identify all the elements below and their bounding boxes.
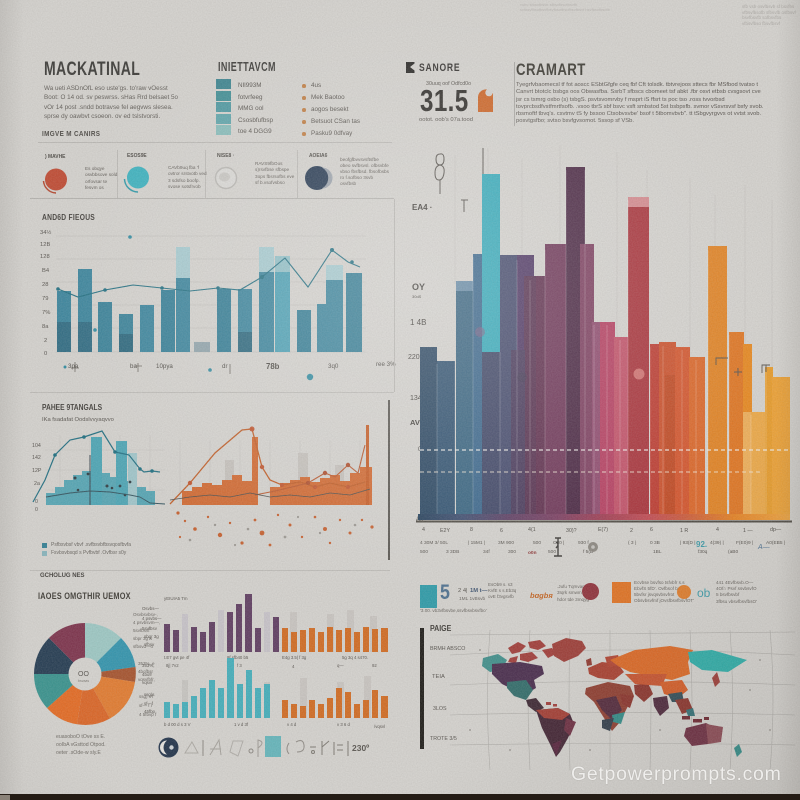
svg-text:10pya: 10pya (156, 363, 173, 370)
svg-text:6: 6 (650, 527, 653, 533)
svg-text:dr: dr (222, 363, 228, 370)
svg-text:3pa: 3pa (68, 363, 79, 370)
svg-text:q—: q— (337, 663, 344, 668)
svg-text:5svfbsv: 5svfbsv (142, 626, 158, 631)
svg-text:v 4 d: v 4 d (287, 722, 297, 727)
svg-text:500: 500 (420, 549, 428, 555)
svg-text:8j| 7v2: 8j| 7v2 (166, 663, 179, 668)
svg-text:1 —: 1 — (743, 528, 753, 534)
svg-text:3 3DB: 3 3DB (446, 549, 459, 555)
svg-text:930 f: 930 f (578, 540, 589, 546)
svg-text:4bofr: 4bofr (142, 672, 153, 677)
svg-text:A—: A— (757, 544, 771, 551)
svg-text:12P: 12P (32, 468, 42, 474)
svg-text:0: 0 (35, 499, 38, 505)
svg-text:E(7): E(7) (598, 527, 608, 533)
svg-text:0: 0 (35, 507, 38, 513)
svg-text:300: 300 (508, 549, 516, 555)
svg-text:b d 00 d s 3 V: b d 00 d s 3 V (164, 722, 191, 727)
svg-text:o0n: o0n (528, 550, 537, 556)
svg-text:7%: 7% (42, 310, 50, 316)
svg-text:500: 500 (533, 540, 541, 546)
svg-text:1BL: 1BL (653, 549, 662, 555)
svg-text:4(1: 4(1 (528, 527, 536, 533)
svg-text:4: 4 (422, 527, 425, 533)
svg-text:92: 92 (372, 663, 377, 668)
svg-text:45fbp: 45fbp (144, 709, 156, 714)
svg-text:( 3 |: ( 3 | (628, 540, 636, 546)
svg-text:| 15M1 |: | 15M1 | (468, 540, 485, 546)
svg-text:sfbsv: sfbsv (144, 642, 155, 647)
svg-text:6: 6 (500, 528, 503, 534)
svg-text:Osvbs—: Osvbs— (142, 606, 159, 611)
svg-text:vqsvr: vqsvr (142, 680, 153, 685)
svg-text:2: 2 (44, 338, 47, 344)
svg-text:t.E7 gvt pe 4f: t.E7 gvt pe 4f (164, 655, 190, 660)
svg-text:28: 28 (42, 282, 48, 288)
svg-text:ba: ba (130, 363, 137, 370)
svg-text:v 3 6 d: v 3 6 d (337, 722, 351, 727)
svg-text:3M 900: 3M 900 (498, 540, 514, 546)
svg-text:12B: 12B (40, 242, 50, 248)
svg-text:f 3: f 3 (237, 663, 242, 668)
svg-text:1 R: 1 R (680, 528, 688, 534)
svg-text:142: 142 (32, 455, 41, 461)
svg-text:1 4B: 1 4B (410, 318, 426, 327)
svg-text:8a: 8a (42, 324, 49, 330)
svg-text:4: 4 (716, 527, 719, 533)
svg-text:ssg)s: ssg)s (144, 692, 155, 697)
svg-text:230º: 230º (352, 743, 369, 753)
svg-text:sbqr 3g: sbqr 3g (144, 634, 159, 639)
svg-text:4 30M 3/ 50L: 4 30M 3/ 50L (420, 540, 448, 546)
svg-text:4(39) |: 4(39) | (710, 540, 724, 546)
svg-text:0 3B: 0 3B (650, 540, 660, 546)
svg-text:f30q: f30q (698, 549, 708, 555)
svg-text:34f: 34f (483, 549, 490, 555)
svg-text:5g 3q 4 s470.: 5g 3q 4 s470. (342, 655, 368, 660)
svg-text:30)?: 30)? (566, 528, 577, 534)
svg-text:bsvaas: bsvaas (78, 679, 89, 683)
svg-text:79: 79 (42, 296, 48, 302)
svg-text:EA4 ·: EA4 · (412, 203, 432, 212)
svg-text:3q0: 3q0 (328, 363, 339, 370)
svg-text:yEIUIA5 Tm: yEIUIA5 Tm (164, 596, 188, 601)
svg-text:E4g 3.5| f 3g: E4g 3.5| f 3g (282, 655, 307, 660)
svg-text:| 93(D |: | 93(D | (680, 540, 696, 546)
svg-text:OO: OO (78, 671, 89, 678)
svg-text:104: 104 (32, 443, 41, 449)
svg-text:2a: 2a (34, 481, 40, 487)
svg-text:/vqsvl: /vqsvl (374, 724, 385, 729)
svg-text:34½: 34½ (40, 229, 51, 236)
svg-text:78b: 78b (266, 362, 280, 371)
svg-text:128: 128 (40, 254, 50, 260)
svg-text:30dS: 30dS (412, 294, 422, 299)
svg-text:sf—f: sf—f (144, 701, 154, 706)
svg-text:4: 4 (292, 664, 295, 669)
svg-text:(aB0: (aB0 (728, 549, 738, 555)
svg-text:353%,: 353%, (142, 663, 154, 668)
svg-text:92.: 92. (696, 540, 707, 549)
svg-text:OY: OY (412, 282, 425, 292)
svg-text:8: 8 (470, 527, 473, 533)
svg-text:dp—: dp— (770, 527, 782, 533)
svg-text:4 psvbs—: 4 psvbs— (142, 616, 162, 621)
svg-text:2: 2 (630, 528, 633, 534)
svg-text:F(E0)9 |: F(E0)9 | (736, 540, 753, 546)
svg-text:B4: B4 (42, 268, 50, 274)
svg-text:0: 0 (44, 351, 47, 357)
svg-text:E2Y: E2Y (440, 528, 450, 534)
svg-text:ree 3%: ree 3% (376, 361, 396, 368)
svg-text:1 v d 3f: 1 v d 3f (234, 722, 249, 727)
